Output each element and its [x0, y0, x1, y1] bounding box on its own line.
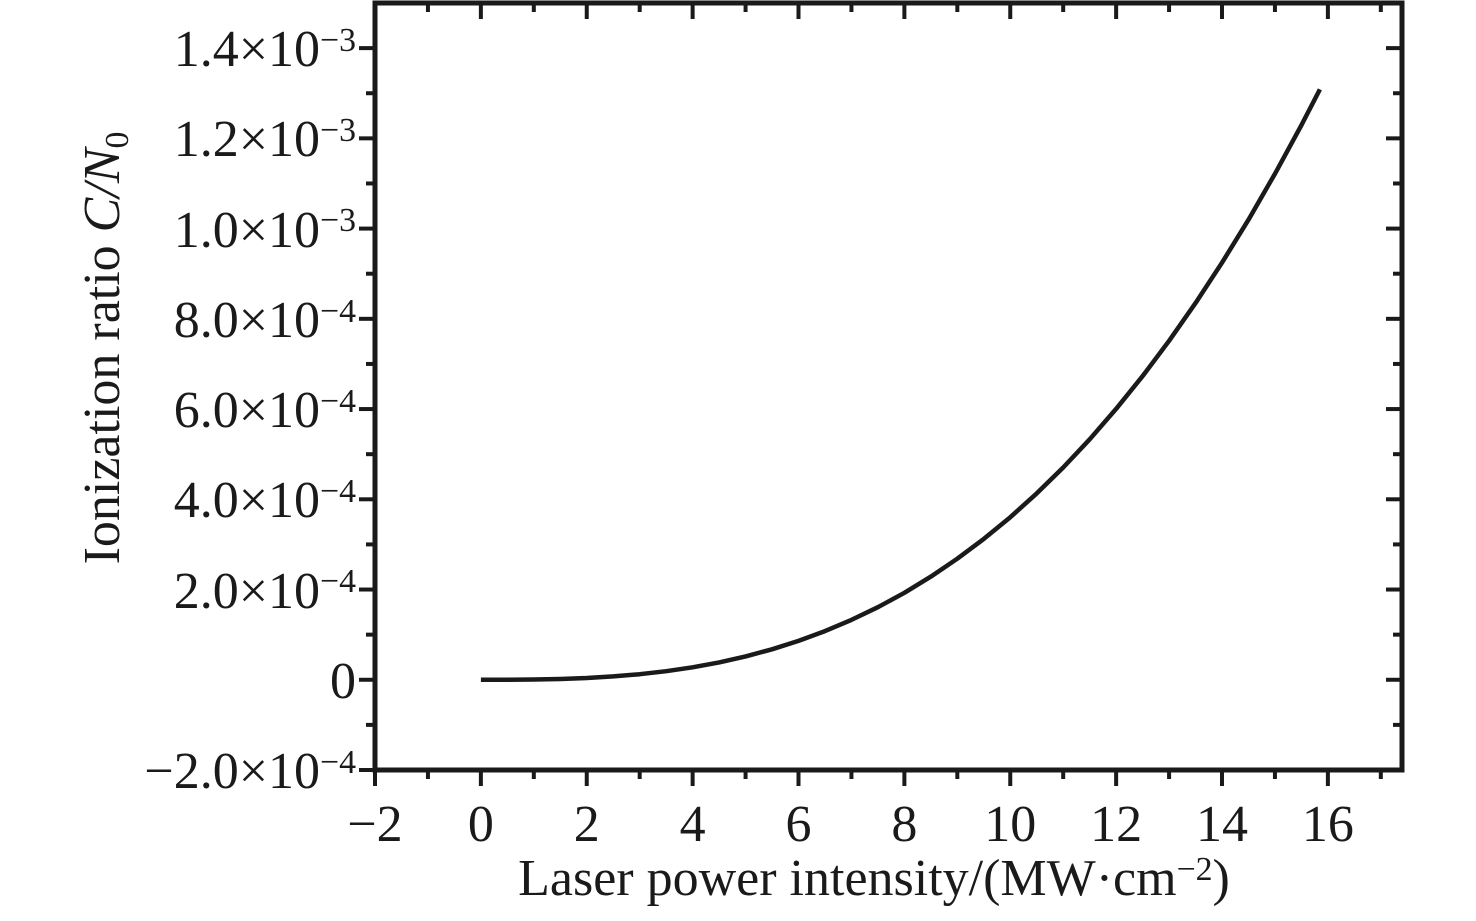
x-axis-title-text: Laser power intensity/(MW·cm [518, 850, 1177, 907]
x-axis-title-suffix: ) [1212, 850, 1230, 907]
y-axis-title: Ionization ratio C/N0 [74, 132, 136, 565]
x-axis-title-exponent: −2 [1176, 850, 1213, 888]
y-axis-title-subscript: 0 [99, 131, 137, 149]
y-axis-title-text: Ionization ratio [74, 232, 131, 565]
curve-ionization-ratio-vs-laser-power [480, 88, 1322, 683]
axes-frame [372, 0, 1405, 773]
x-axis-title: Laser power intensity/(MW·cm−2) [518, 850, 1230, 907]
y-axis-title-variable: C/N [74, 148, 131, 233]
